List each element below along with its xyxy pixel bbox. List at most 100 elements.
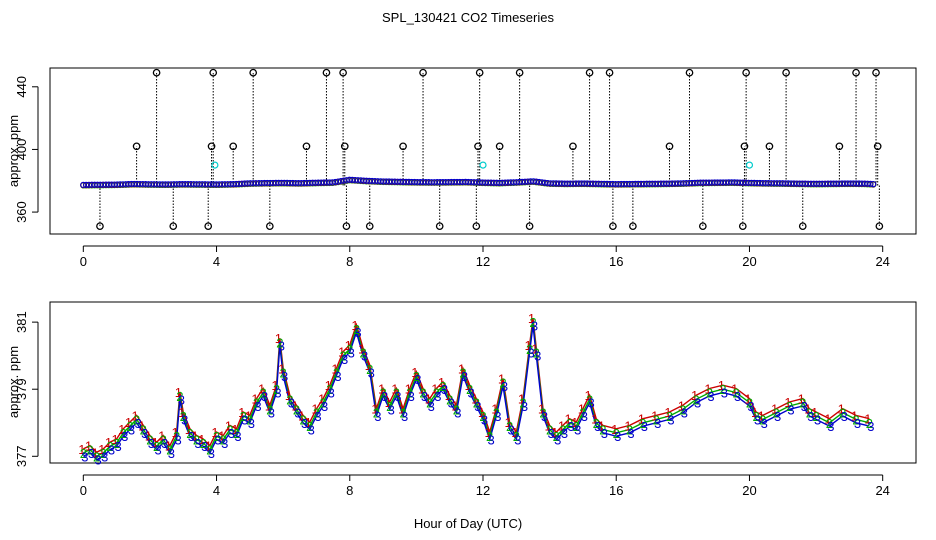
- outlier-point-high: [419, 68, 427, 77]
- outlier-point-mid: [207, 142, 216, 151]
- bottom-x-tick-label: 4: [213, 483, 220, 498]
- series-1-point-label: 1: [551, 425, 558, 440]
- series-1-point-label: 1: [271, 378, 278, 393]
- bottom-y-tick-label: 379: [14, 378, 29, 400]
- series-1-point-label: 1: [218, 428, 225, 443]
- series-3-point-label: 3: [201, 439, 208, 454]
- outlier-point-low: [738, 222, 747, 231]
- series-2-point-label: 2: [419, 386, 426, 401]
- series-2-point-label: 2: [753, 409, 760, 424]
- series-2-point-label: 2: [399, 406, 406, 421]
- outlier-point-mid: [474, 142, 482, 151]
- series-3-point-label: 3: [554, 433, 561, 448]
- outlier-point-mid: [340, 142, 349, 151]
- series-3-point-label: 3: [341, 352, 348, 367]
- series-2-point-label: 2: [439, 379, 446, 394]
- series-2-point-label: 2: [313, 406, 320, 421]
- series-3-point-label: 3: [434, 389, 441, 404]
- series-1-point-label: 1: [285, 388, 292, 403]
- series-2-point-label: 2: [359, 345, 366, 360]
- series-1-point-label: 1: [798, 392, 805, 407]
- outlier-point-mid: [229, 142, 238, 151]
- series-3-point-label: 3: [754, 412, 761, 427]
- series-line-3: [82, 325, 870, 461]
- series-1-point-label: 1: [638, 412, 645, 427]
- series-1-point-label: 1: [531, 341, 538, 356]
- series-1-point-label: 1: [445, 388, 452, 403]
- outlier-point-high: [605, 68, 614, 77]
- series-2-point-label: 2: [772, 406, 779, 421]
- series-2-point-label: 2: [746, 396, 753, 411]
- series-3-point-label: 3: [734, 389, 741, 404]
- series-2-point-label: 2: [812, 409, 819, 424]
- outlier-point-low: [342, 222, 351, 231]
- series-3-point-label: 3: [181, 412, 188, 427]
- series-3-point-label: 3: [368, 365, 375, 380]
- series-2-point-label: 2: [146, 433, 153, 448]
- series-1-point-label: 1: [438, 375, 445, 390]
- series-1-point-label: 1: [275, 331, 282, 346]
- series-3-point-label: 3: [328, 386, 335, 401]
- series-1-point-label: 1: [571, 415, 578, 430]
- series-1-point-label: 1: [138, 418, 145, 433]
- series-2-point-label: 2: [140, 422, 147, 437]
- series-2-point-label: 2: [300, 412, 307, 427]
- series-3-point-label: 3: [208, 446, 215, 461]
- outlier-point-mid: [399, 142, 407, 151]
- series-2-point-label: 2: [553, 429, 560, 444]
- series-1-point-label: 1: [471, 392, 478, 407]
- series-2-point-label: 2: [479, 409, 486, 424]
- series-2-point-label: 2: [246, 412, 253, 427]
- series-3-point-label: 3: [801, 399, 808, 414]
- outlier-point-high: [852, 68, 860, 77]
- series-3-point-label: 3: [178, 392, 185, 407]
- series-2-point-label: 2: [539, 406, 546, 421]
- top-x-tick-label: 8: [346, 254, 353, 269]
- top-panel: approx. ppm 0 4 8 12 16 20 24 360 400 440: [6, 67, 917, 269]
- series-1-point-label: 1: [92, 445, 99, 460]
- series-2-point-label: 2: [579, 406, 586, 421]
- series-1-point-label: 1: [564, 412, 571, 427]
- outlier-point-high: [515, 68, 524, 77]
- outlier-point-high: [872, 68, 880, 77]
- series-3-point-label: 3: [388, 402, 395, 417]
- series-1-point-label: 1: [678, 398, 685, 413]
- series-3-point-label: 3: [468, 386, 475, 401]
- series-1-point-label: 1: [538, 402, 545, 417]
- series-1-point-label: 1: [318, 392, 325, 407]
- series-3-point-label: 3: [394, 389, 401, 404]
- series-2-point-label: 2: [333, 365, 340, 380]
- series-1-point-label: 1: [418, 382, 425, 397]
- series-1-point-label: 1: [451, 398, 458, 413]
- series-1-point-label: 1: [864, 412, 871, 427]
- series-1-point-label: 1: [145, 428, 152, 443]
- series-3-point-label: 3: [561, 426, 568, 441]
- series-2-point-label: 2: [852, 412, 859, 427]
- series-2-point-label: 2: [573, 419, 580, 434]
- series-3-point-label: 3: [414, 372, 421, 387]
- series-line-1: [82, 318, 870, 454]
- outlier-point-high: [782, 68, 790, 77]
- series-1-point-label: 1: [584, 388, 591, 403]
- series-3-point-label: 3: [854, 416, 861, 431]
- series-3-point-label: 3: [481, 412, 488, 427]
- series-2-point-label: 2: [839, 406, 846, 421]
- series-1-point-label: 1: [298, 408, 305, 423]
- top-ylabel: approx. ppm: [6, 115, 21, 187]
- series-3-point-label: 3: [234, 429, 241, 444]
- series-1-point-label: 1: [245, 408, 252, 423]
- series-3-point-label: 3: [841, 409, 848, 424]
- series-2-point-label: 2: [433, 386, 440, 401]
- series-1-point-label: 1: [191, 428, 198, 443]
- series-3-point-label: 3: [827, 419, 834, 434]
- series-1-point-label: 1: [624, 418, 631, 433]
- series-2-point-label: 2: [719, 382, 726, 397]
- cyan-point: [479, 161, 487, 169]
- series-2-point-label: 2: [613, 426, 620, 441]
- top-y-tick-label: 360: [14, 201, 29, 223]
- top-x-tick-label: 12: [476, 254, 490, 269]
- series-1-point-label: 1: [718, 378, 725, 393]
- series-2-point-label: 2: [693, 392, 700, 407]
- series-3-point-label: 3: [534, 349, 541, 364]
- series-2-point-label: 2: [106, 439, 113, 454]
